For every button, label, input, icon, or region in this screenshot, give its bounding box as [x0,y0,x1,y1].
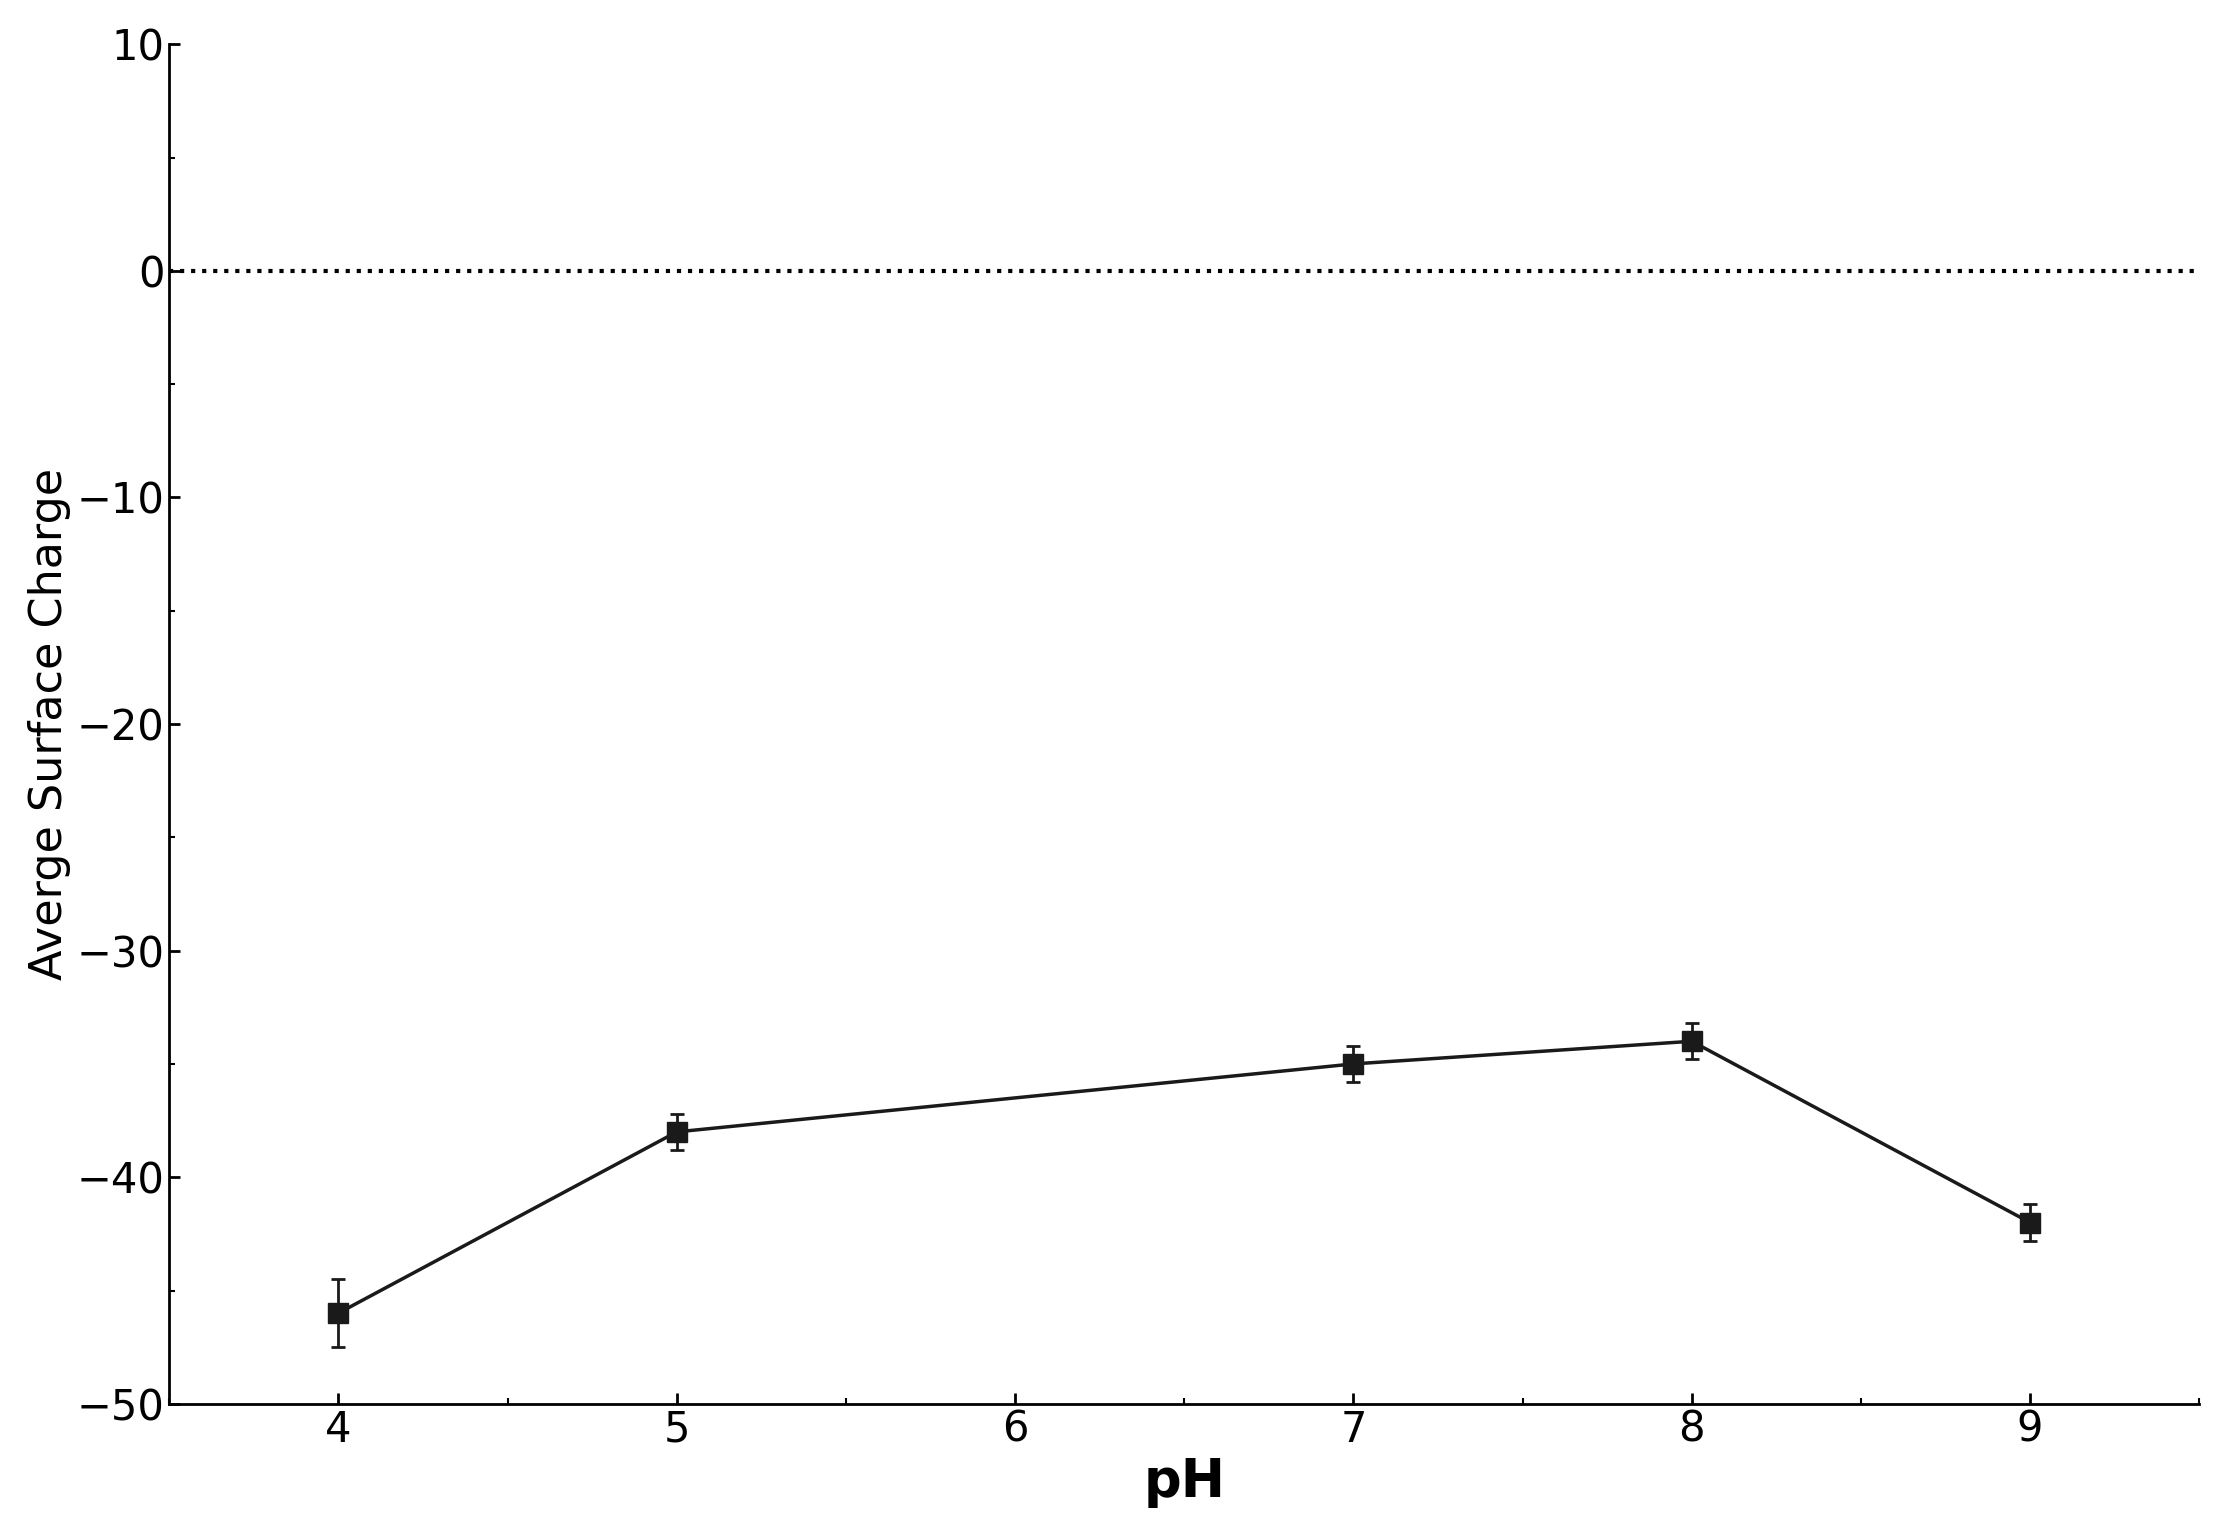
Y-axis label: Averge Surface Charge: Averge Surface Charge [27,468,71,980]
X-axis label: pH: pH [1142,1456,1225,1508]
